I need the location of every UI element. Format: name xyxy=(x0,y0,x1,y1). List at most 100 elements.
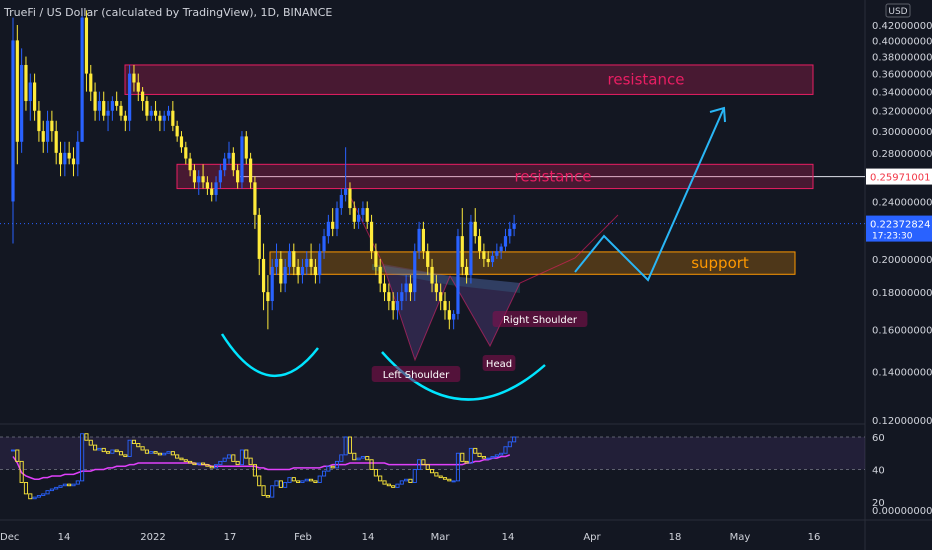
rsi-bar xyxy=(278,480,283,488)
candle-body xyxy=(508,228,512,237)
rsi-bar xyxy=(15,449,20,462)
time-tick-label: Mar xyxy=(431,532,451,543)
rsi-bar xyxy=(105,451,111,454)
rsi-bar xyxy=(408,478,413,483)
rsi-bar xyxy=(218,460,223,466)
currency-label: USD xyxy=(888,7,907,17)
candle-body xyxy=(175,125,179,137)
candle-body xyxy=(33,82,37,111)
candle-body xyxy=(89,73,93,92)
rsi-bar xyxy=(265,495,270,498)
price-tick-label: 0.18000000 xyxy=(872,288,932,299)
candle-body xyxy=(119,105,123,116)
price-tick-label: 0.32000000 xyxy=(872,107,932,118)
rsi-bar xyxy=(473,447,478,454)
rsi-bar xyxy=(486,457,491,460)
rsi-bar xyxy=(131,439,137,444)
time-tick-label: 2022 xyxy=(140,532,165,543)
price-tick-label: 0.12000000 xyxy=(872,416,932,427)
candle-body xyxy=(274,258,279,267)
candle-body xyxy=(365,208,369,222)
rsi-bar xyxy=(248,457,253,466)
rsi-bar xyxy=(395,483,400,488)
time-axis[interactable]: Dec 14 2022 17 Feb 14 Mar 14 Apr 18 May 16 xyxy=(0,532,820,543)
projection-path xyxy=(574,107,725,282)
rsi-bar xyxy=(326,465,331,472)
candle-body xyxy=(460,236,464,267)
rsi-bar xyxy=(153,451,158,454)
head-triangle xyxy=(450,276,520,346)
rsi-bar xyxy=(330,465,335,469)
rsi-bar xyxy=(365,456,370,461)
price-tick-label: 0.20000000 xyxy=(872,255,932,266)
price-tick-label: 0.34000000 xyxy=(872,88,932,99)
rsi-bar xyxy=(136,443,141,448)
candle-body xyxy=(123,115,127,121)
price-axis[interactable]: 0.42000000 0.40000000 0.38000000 0.36000000… xyxy=(866,3,932,517)
rsi-bar xyxy=(382,480,387,485)
candle-body xyxy=(236,170,240,183)
candle-body xyxy=(97,101,101,111)
price-tag-current-label: 0.22372824 xyxy=(870,220,930,231)
candle-body xyxy=(162,115,166,121)
candle-body xyxy=(313,266,317,276)
candle-body xyxy=(205,182,209,189)
rsi-bar xyxy=(417,459,422,470)
candle-body xyxy=(318,251,322,276)
pattern-drawings xyxy=(220,106,726,401)
candle-body xyxy=(231,152,235,171)
price-tick-label: 0.24000000 xyxy=(872,197,932,208)
candle-body xyxy=(41,131,45,142)
rsi-bar xyxy=(386,483,391,487)
zone-label-resistance: resistance xyxy=(515,167,592,185)
candle-body xyxy=(128,73,132,121)
rsi-bar xyxy=(287,477,292,483)
candle-body xyxy=(357,214,361,222)
rsi-bar xyxy=(84,433,89,441)
neckline-band xyxy=(372,264,520,293)
candle-body xyxy=(153,110,158,116)
rsi-bar xyxy=(296,480,301,483)
rsi-bar xyxy=(226,454,232,459)
time-tick-label: May xyxy=(730,532,751,543)
rsi-bar xyxy=(170,451,175,456)
candle-body xyxy=(24,64,28,102)
candle-body xyxy=(426,251,430,267)
candle-body xyxy=(171,110,175,126)
rsi-bar xyxy=(140,446,145,451)
candle-body xyxy=(223,158,227,171)
candle-body xyxy=(136,82,140,92)
candle-body xyxy=(417,228,421,252)
candle-body xyxy=(201,176,205,183)
candle-body xyxy=(218,170,222,183)
candle-body xyxy=(279,258,283,284)
pattern-zigzag xyxy=(349,195,619,362)
zone-label-support: support xyxy=(691,254,749,272)
candle-body xyxy=(335,208,339,229)
rsi-bar xyxy=(235,460,240,466)
candle-body xyxy=(348,188,352,209)
rsi-bar xyxy=(144,449,149,454)
time-tick-label: Apr xyxy=(583,532,601,543)
rsi-bar xyxy=(352,452,357,461)
candle-body xyxy=(50,120,54,132)
candle-body xyxy=(382,283,387,293)
rsi-bar xyxy=(213,464,219,469)
annotations: Left Shoulder Head Right Shoulder xyxy=(371,311,588,382)
candle-body xyxy=(28,82,32,102)
candle-body xyxy=(106,110,110,116)
rsi-pane xyxy=(0,433,865,500)
rsi-bar xyxy=(162,452,167,456)
candle-body xyxy=(339,194,343,209)
candle-body xyxy=(309,258,313,267)
zone-resistance-1 xyxy=(176,163,814,190)
candle-body xyxy=(192,170,197,183)
rsi-bar xyxy=(309,478,314,482)
candle-body xyxy=(408,283,413,293)
candle-body xyxy=(145,101,149,116)
candle-body xyxy=(404,283,408,293)
annotation-box xyxy=(482,355,516,371)
candle-body xyxy=(158,115,162,121)
candle-body xyxy=(132,73,136,83)
